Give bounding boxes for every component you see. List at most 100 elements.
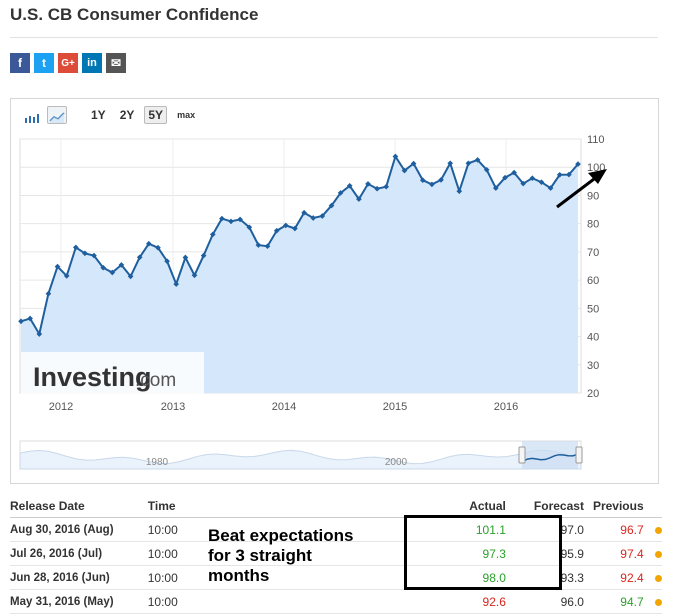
chart-toolbar: 1Y 2Y 5Y max: [23, 105, 199, 125]
row-forecast: 95.9: [560, 546, 584, 561]
range-1y-button[interactable]: 1Y: [91, 108, 106, 122]
row-actual: 101.1: [475, 522, 506, 537]
navigator-tick-label: 1980: [146, 457, 169, 468]
data-point: [429, 181, 435, 188]
data-point: [374, 185, 380, 192]
row-previous: 92.4: [620, 570, 644, 585]
y-tick-label: 50: [587, 303, 599, 315]
y-tick-label: 60: [587, 275, 599, 287]
range-max-button[interactable]: max: [177, 110, 196, 120]
table-row: Aug 30, 2016 (Aug) 10:00 101.1 97.0 96.7: [10, 518, 662, 542]
navigator-series: [19, 449, 582, 470]
data-point: [310, 215, 317, 221]
data-point: [27, 315, 33, 322]
y-tick-label: 30: [587, 360, 599, 372]
data-point: [127, 273, 134, 280]
main-chart[interactable]: 20 30 40 50 60 70 80 90 100 110 2012 2013 2014 2015 2…: [11, 99, 658, 483]
data-point: [219, 215, 225, 222]
beat-line-3: months: [208, 566, 270, 585]
row-previous: 97.4: [620, 546, 644, 561]
row-forecast: 96.0: [560, 594, 584, 609]
highlight-box: [404, 515, 562, 590]
data-point: [72, 244, 79, 251]
row-actual: 92.6: [482, 594, 506, 609]
y-tick-label: 100: [587, 162, 605, 174]
data-point: [82, 250, 88, 257]
watermark-bg: [21, 352, 204, 394]
row-date: May 31, 2016 (May): [10, 595, 114, 608]
data-point: [182, 254, 189, 261]
data-point: [292, 225, 298, 232]
x-tick-label: 2012: [49, 401, 73, 413]
row-date: Jul 26, 2016 (Jul): [10, 547, 103, 560]
data-point: [575, 161, 581, 167]
row-previous: 94.7: [620, 594, 644, 609]
twitter-icon[interactable]: t: [34, 53, 54, 73]
data-point: [328, 202, 335, 209]
data-point: [547, 185, 554, 191]
row-time: 10:00: [147, 546, 178, 561]
navigator-tick-label: 2000: [385, 457, 408, 468]
beat-annotation: Beat expectations for 3 straight months: [208, 526, 388, 586]
facebook-icon[interactable]: f: [10, 53, 30, 73]
chart-panel: 1Y 2Y 5Y max 20 30 40 50 60 70 80 90 100 110 2012…: [10, 98, 659, 484]
data-point: [164, 258, 170, 265]
range-5y-button[interactable]: 5Y: [144, 106, 168, 124]
y-tick-label: 110: [587, 134, 605, 146]
header-release-date[interactable]: Release Date: [10, 499, 85, 513]
data-point: [346, 182, 353, 189]
data-point: [483, 166, 490, 173]
table-row: Jul 26, 2016 (Jul) 10:00 97.3 95.9 97.4: [10, 542, 662, 566]
y-tick-label: 70: [587, 247, 599, 259]
table-row: Jun 28, 2016 (Jun) 10:00 98.0 93.3 92.4: [10, 566, 662, 590]
data-point: [200, 252, 207, 259]
line-chart-icon[interactable]: [47, 106, 67, 124]
data-point: [410, 160, 417, 167]
data-point: [18, 318, 24, 325]
series-area: [21, 156, 578, 393]
googleplus-icon[interactable]: G+: [58, 53, 78, 73]
data-point: [492, 185, 499, 191]
data-point: [109, 269, 116, 276]
data-point: [91, 252, 97, 259]
navigator-handle[interactable]: [518, 446, 526, 464]
mail-icon[interactable]: ✉: [106, 53, 126, 73]
importance-dot-icon: [655, 574, 662, 582]
row-time: 10:00: [147, 570, 178, 585]
x-tick-label: 2016: [494, 401, 518, 413]
beat-line-2: for 3 straight: [208, 546, 312, 565]
row-time: 10:00: [147, 522, 178, 537]
data-point: [237, 216, 243, 223]
importance-dot-icon: [655, 526, 662, 534]
title-divider: [10, 37, 658, 38]
data-point: [209, 231, 216, 238]
data-point: [63, 273, 70, 279]
row-actual: 97.3: [482, 546, 506, 561]
data-point: [502, 174, 508, 181]
importance-dot-icon: [655, 598, 662, 606]
navigator-selection-line: [522, 453, 578, 462]
data-point: [264, 243, 271, 250]
x-tick-label: 2013: [161, 401, 185, 413]
header-time[interactable]: Time: [147, 499, 176, 513]
bar-chart-icon[interactable]: [23, 107, 41, 123]
linkedin-icon[interactable]: in: [82, 53, 102, 73]
header-forecast[interactable]: Forecast: [533, 499, 584, 513]
watermark-logo: Investing: [33, 362, 152, 392]
y-tick-label: 20: [587, 388, 599, 400]
data-point: [255, 242, 262, 248]
range-2y-button[interactable]: 2Y: [119, 108, 135, 122]
row-time: 10:00: [147, 594, 178, 609]
navigator-handle[interactable]: [575, 446, 583, 464]
header-actual[interactable]: Actual: [469, 499, 506, 513]
row-previous: 96.7: [620, 522, 644, 537]
header-previous[interactable]: Previous: [592, 499, 644, 513]
data-point: [228, 218, 234, 225]
data-point: [419, 177, 426, 184]
beat-line-1: Beat expectations: [208, 526, 354, 545]
data-point: [356, 196, 362, 202]
navigator-selection[interactable]: [522, 441, 578, 469]
data-point: [246, 224, 253, 231]
data-point: [474, 157, 481, 163]
row-forecast: 97.0: [560, 522, 584, 537]
